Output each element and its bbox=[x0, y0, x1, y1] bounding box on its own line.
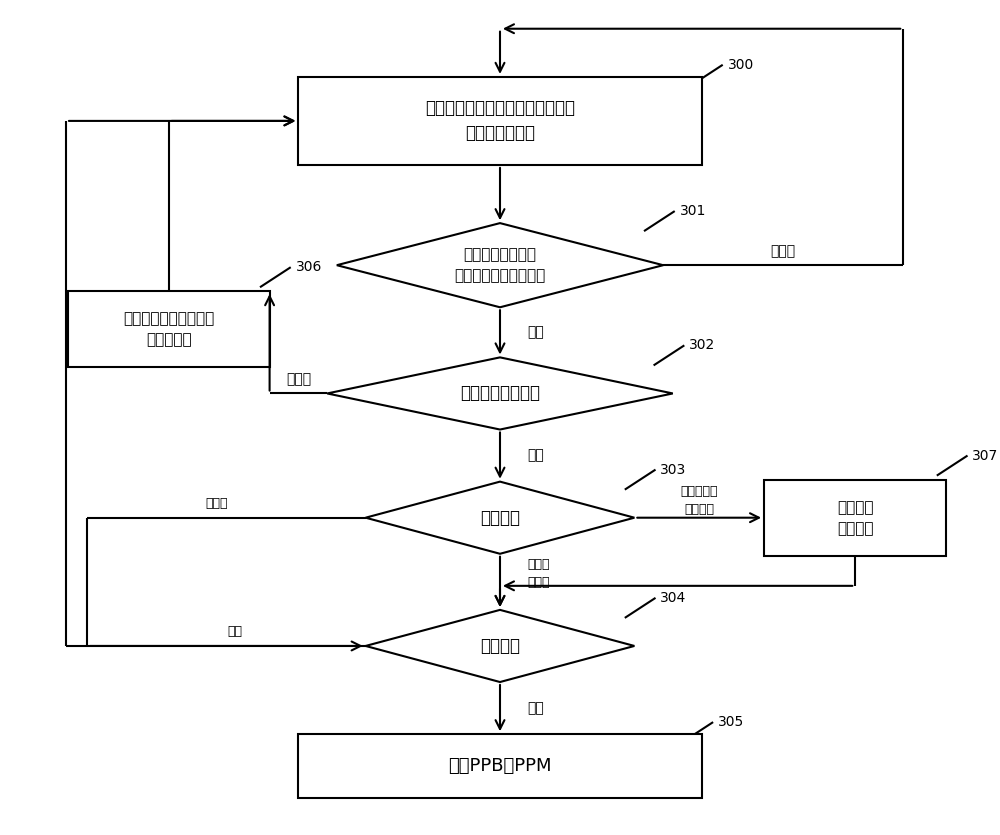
FancyBboxPatch shape bbox=[298, 734, 702, 798]
Text: 成功: 成功 bbox=[527, 701, 544, 715]
Text: 相关: 相关 bbox=[527, 326, 544, 339]
Polygon shape bbox=[337, 223, 663, 307]
Text: 不相关: 不相关 bbox=[771, 244, 796, 258]
Text: 302: 302 bbox=[689, 338, 715, 352]
Text: 建立PPB与PPM: 建立PPB与PPM bbox=[448, 757, 552, 775]
Text: 305: 305 bbox=[718, 715, 744, 729]
Text: 不稳定: 不稳定 bbox=[286, 372, 311, 386]
Text: 307: 307 bbox=[972, 448, 999, 463]
Text: 正态校验: 正态校验 bbox=[480, 509, 520, 527]
Polygon shape bbox=[366, 482, 634, 554]
Polygon shape bbox=[327, 357, 673, 429]
Text: 满足且
无分组: 满足且 无分组 bbox=[527, 559, 549, 590]
Text: 回归分析: 回归分析 bbox=[480, 637, 520, 655]
Text: 对识别出的子影响因子进行组合得
到组合影响因子: 对识别出的子影响因子进行组合得 到组合影响因子 bbox=[425, 99, 575, 143]
Text: 分组进行
回归分析: 分组进行 回归分析 bbox=[837, 499, 873, 536]
Text: 满足且存在
多组分布: 满足且存在 多组分布 bbox=[680, 484, 718, 515]
Polygon shape bbox=[366, 610, 634, 682]
Text: 确定子过程指标与
组合影响因子的相关性: 确定子过程指标与 组合影响因子的相关性 bbox=[454, 247, 546, 283]
Text: 304: 304 bbox=[660, 591, 687, 605]
Text: 303: 303 bbox=[660, 463, 687, 477]
Text: 稳定: 稳定 bbox=[527, 448, 544, 463]
Text: 过程数据是否稳定: 过程数据是否稳定 bbox=[460, 384, 540, 402]
FancyBboxPatch shape bbox=[298, 77, 702, 165]
Text: 不满足: 不满足 bbox=[206, 497, 228, 510]
Text: 306: 306 bbox=[296, 261, 322, 274]
FancyBboxPatch shape bbox=[68, 291, 270, 367]
Text: 300: 300 bbox=[728, 58, 754, 72]
Text: 重新收集子过程指标与
子影响因子: 重新收集子过程指标与 子影响因子 bbox=[123, 311, 214, 347]
Text: 301: 301 bbox=[680, 204, 706, 218]
Text: 失败: 失败 bbox=[228, 625, 243, 638]
FancyBboxPatch shape bbox=[764, 479, 946, 556]
